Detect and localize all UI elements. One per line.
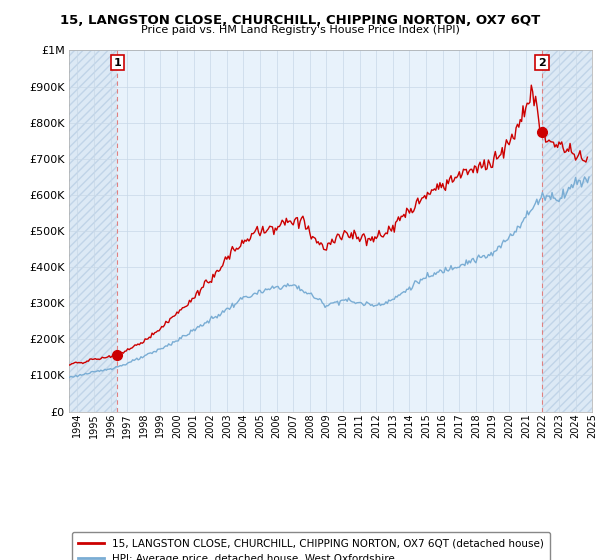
Legend: 15, LANGSTON CLOSE, CHURCHILL, CHIPPING NORTON, OX7 6QT (detached house), HPI: A: 15, LANGSTON CLOSE, CHURCHILL, CHIPPING … <box>71 533 550 560</box>
Text: Price paid vs. HM Land Registry's House Price Index (HPI): Price paid vs. HM Land Registry's House … <box>140 25 460 35</box>
Bar <box>542 50 592 412</box>
Text: 1: 1 <box>113 58 121 68</box>
Bar <box>542 50 592 412</box>
Text: 15, LANGSTON CLOSE, CHURCHILL, CHIPPING NORTON, OX7 6QT: 15, LANGSTON CLOSE, CHURCHILL, CHIPPING … <box>60 14 540 27</box>
Bar <box>118 50 542 412</box>
Bar <box>69 50 118 412</box>
Bar <box>69 50 118 412</box>
Text: 2: 2 <box>538 58 546 68</box>
